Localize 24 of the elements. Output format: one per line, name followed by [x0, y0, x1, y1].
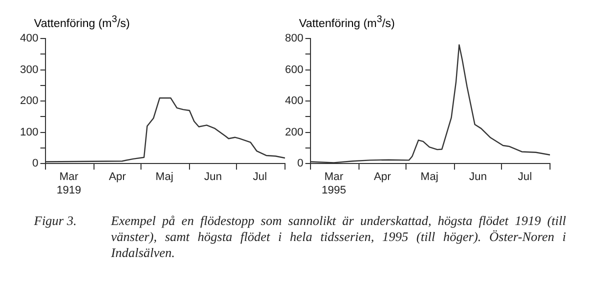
y-tick-label: 200: [20, 95, 38, 108]
x-tick-label: Jul: [518, 171, 532, 184]
y-tick-label: 600: [284, 64, 304, 76]
y-tick-label: 200: [284, 126, 304, 138]
y-tick-label: 400: [20, 32, 38, 45]
y-tick-label: 100: [20, 126, 38, 138]
x-tick-label: Apr: [108, 171, 126, 184]
text: Exempel på en flödestopp som sannolikt är underskattad, högsta flödet 1919 (till vänster), samt högsta flödet i hela tidsserien, 1995 (till höger). Öster-Noren i Indalsälven.: [111, 213, 566, 261]
y-axis-title: Vattenföring (m$^{3}$/s): [34, 14, 131, 30]
y-tick-label: 800: [284, 32, 304, 45]
x-tick-label: Maj: [420, 171, 438, 184]
y-tick-label: 300: [20, 64, 38, 76]
x-tick-label: Mar 1919: [56, 171, 82, 196]
y-tick-label: 0: [297, 158, 304, 170]
x-tick-label: Apr: [374, 171, 392, 184]
x-tick-label: Maj: [156, 171, 174, 184]
y-axis-title: Vattenföring (m$^{3}$/s): [299, 14, 396, 30]
x-tick-label: Jun: [204, 171, 222, 184]
x-tick-label: Mar 1995: [322, 171, 346, 196]
x-tick-label: Jun: [469, 171, 487, 184]
y-tick-label: 400: [284, 95, 304, 108]
text: Figur 3.: [34, 213, 78, 230]
y-tick-label: 0: [32, 158, 38, 170]
x-tick-label: Jul: [252, 171, 267, 184]
